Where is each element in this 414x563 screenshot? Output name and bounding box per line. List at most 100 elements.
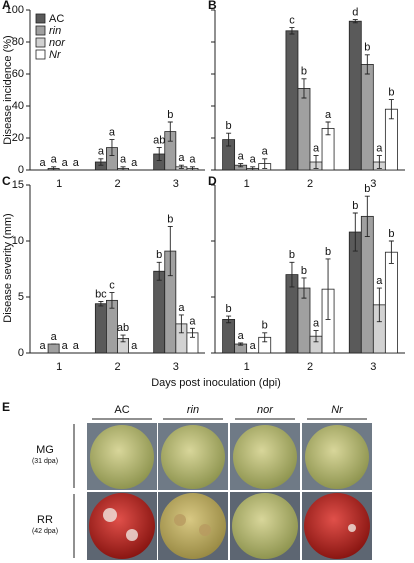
significance-letter: a	[131, 340, 138, 352]
panel-letter: D	[208, 174, 217, 188]
column-header: nor	[257, 404, 274, 416]
significance-letter: a	[62, 340, 69, 352]
fruit	[232, 493, 298, 559]
significance-letter: ab	[117, 322, 129, 334]
significance-letter: c	[289, 15, 295, 27]
significance-letter: b	[226, 120, 232, 132]
error-bar	[98, 301, 104, 307]
fruit	[90, 425, 154, 489]
error-bar	[120, 334, 126, 343]
significance-letter: b	[301, 66, 307, 78]
error-bar	[156, 147, 162, 161]
significance-letter: b	[156, 249, 162, 261]
error-bar	[388, 99, 394, 120]
fruit	[233, 425, 297, 489]
y-tick-label: 15	[12, 179, 24, 191]
error-bar	[167, 225, 173, 277]
significance-letter: b	[364, 183, 370, 195]
significance-letter: b	[352, 200, 358, 212]
significance-letter: a	[98, 146, 105, 158]
y-tick-label: 20	[12, 132, 24, 144]
fruit	[89, 493, 155, 559]
y-tick-label: 5	[18, 291, 24, 303]
column-header: Nr	[331, 404, 344, 416]
significance-letter: a	[376, 143, 383, 155]
significance-letter: b	[167, 109, 173, 121]
bar	[285, 30, 299, 171]
significance-letter: b	[388, 228, 394, 240]
significance-letter: a	[51, 331, 58, 343]
significance-letter: b	[301, 265, 307, 277]
significance-letter: b	[289, 249, 295, 261]
panel-letter: A	[2, 0, 11, 12]
panel-letter: C	[2, 174, 11, 188]
error-bar	[364, 195, 370, 237]
error-bar	[313, 155, 319, 169]
significance-letter: a	[51, 154, 58, 166]
bar	[47, 343, 60, 354]
significance-letter: b	[262, 320, 268, 332]
significance-letter: a	[250, 340, 257, 352]
significance-letter: a	[178, 302, 185, 314]
significance-letter: b	[364, 42, 370, 54]
legend-label: nor	[49, 37, 66, 49]
significance-letter: a	[325, 109, 332, 121]
significance-letter: b	[167, 213, 173, 225]
error-bar	[109, 139, 115, 157]
y-tick-label: 0	[18, 347, 24, 359]
x-tick-label: 2	[114, 361, 120, 373]
x-tick-label: 1	[56, 361, 62, 373]
significance-letter: a	[262, 146, 269, 158]
fruit	[305, 425, 369, 489]
error-bar	[178, 164, 184, 169]
error-bar	[120, 166, 126, 171]
x-tick-label: 3	[370, 178, 376, 190]
lesion	[199, 524, 211, 536]
error-bar	[189, 327, 195, 338]
error-bar	[289, 27, 295, 35]
x-tick-label: 2	[307, 178, 313, 190]
significance-letter: a	[189, 315, 196, 327]
fruit	[160, 493, 226, 559]
significance-letter: ab	[153, 135, 165, 147]
lesion	[174, 514, 186, 526]
significance-letter: a	[238, 151, 245, 163]
x-tick-label: 2	[307, 361, 313, 373]
error-bar	[376, 287, 382, 323]
x-tick-label: 2	[114, 178, 120, 190]
significance-letter: a	[62, 157, 69, 169]
significance-letter: a	[131, 157, 138, 169]
error-bar	[352, 212, 358, 252]
legend-swatch	[35, 13, 46, 24]
error-bar	[325, 121, 331, 136]
error-bar	[250, 166, 256, 171]
error-bar	[325, 258, 331, 320]
error-bar	[226, 315, 232, 324]
bar	[360, 64, 374, 171]
legend-swatch	[35, 25, 46, 36]
error-bar	[376, 155, 382, 169]
significance-letter: a	[178, 152, 185, 164]
y-tick-label: 40	[12, 100, 24, 112]
y-axis-label: Disease incidence (%)	[2, 35, 14, 144]
row-note: (31 dpa)	[32, 458, 58, 465]
error-bar	[289, 261, 295, 288]
legend-swatch	[35, 37, 46, 48]
error-bar	[178, 314, 184, 334]
legend-swatch	[35, 49, 46, 60]
x-axis-label: Days post inoculation (dpi)	[151, 377, 281, 389]
lesion	[103, 508, 117, 522]
significance-letter: a	[250, 154, 257, 166]
error-bar	[238, 163, 244, 168]
significance-letter: a	[313, 143, 320, 155]
bar	[348, 20, 362, 171]
significance-letter: a	[39, 340, 46, 352]
bar	[384, 251, 398, 354]
row-label: RR	[37, 514, 53, 526]
x-tick-label: 1	[244, 178, 250, 190]
significance-letter: b	[325, 246, 331, 258]
significance-letter: a	[73, 157, 80, 169]
significance-letter: a	[189, 154, 196, 166]
error-bar	[156, 261, 162, 281]
column-header: rin	[187, 404, 199, 416]
